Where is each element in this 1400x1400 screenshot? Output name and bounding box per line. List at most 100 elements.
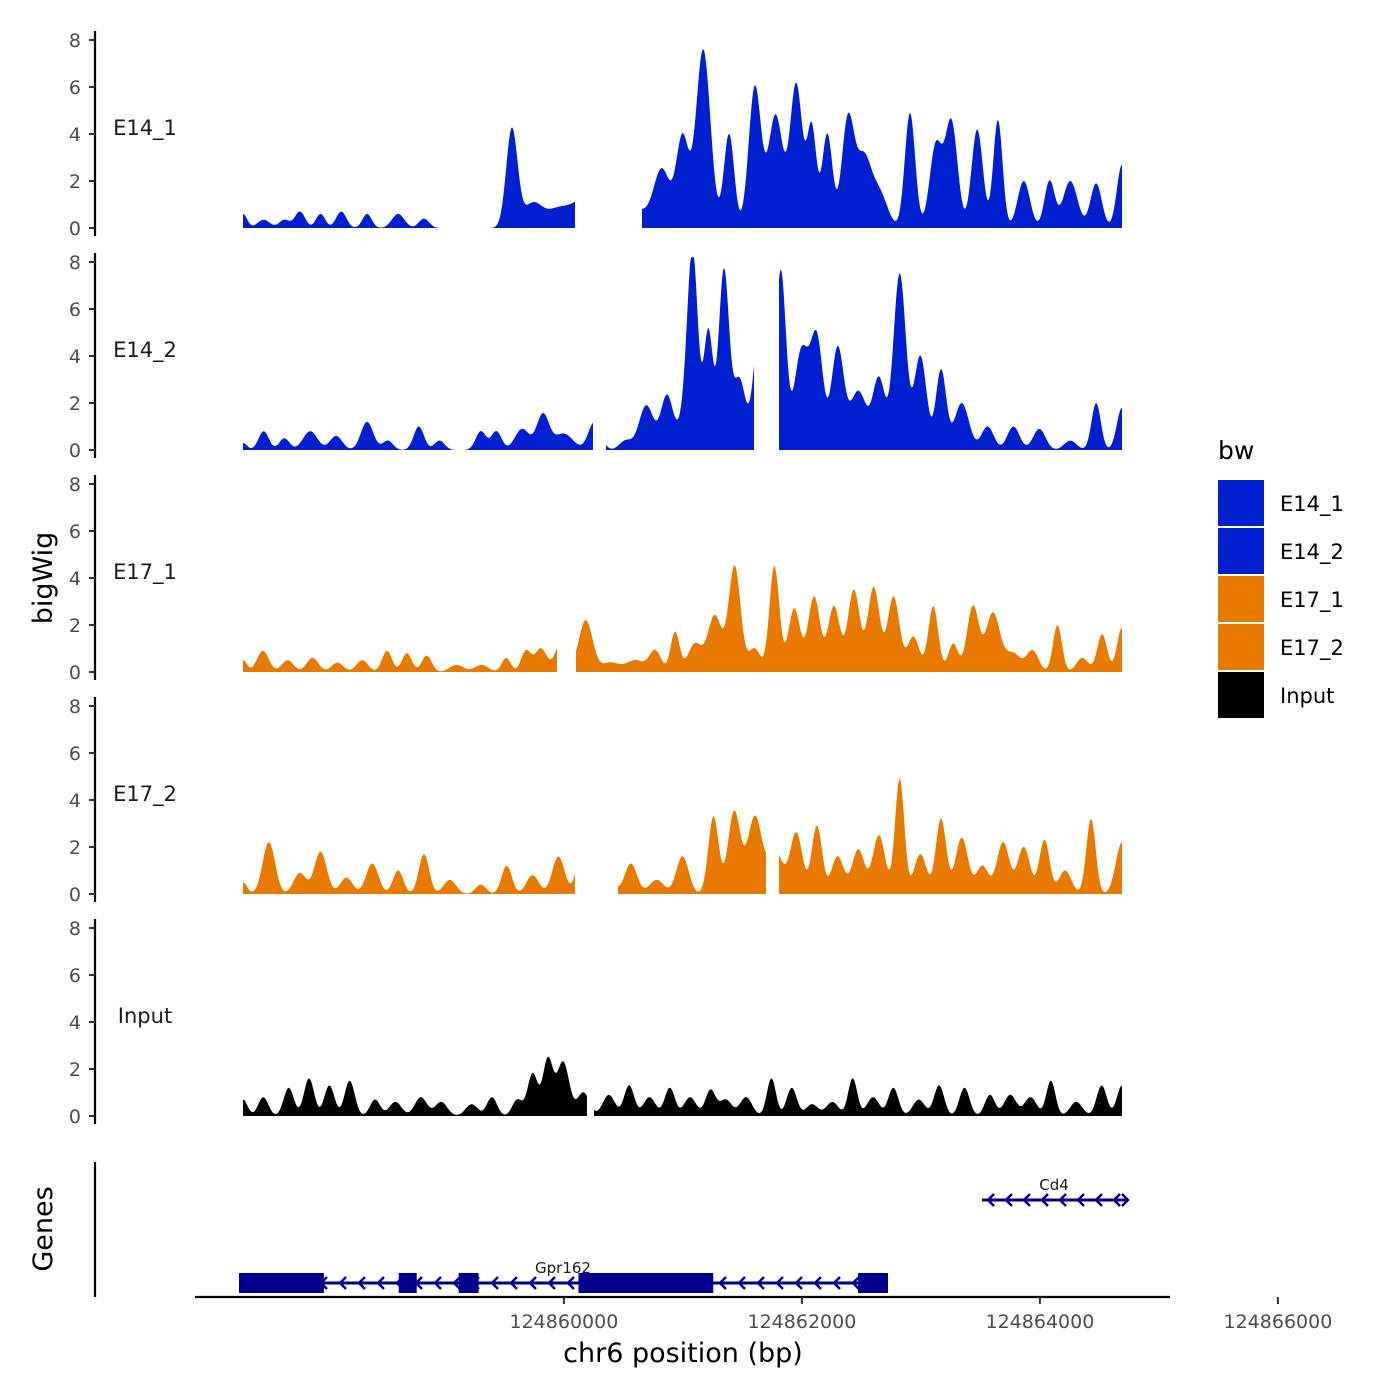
signal-area-e17-2 <box>779 778 1122 894</box>
y-tick-label: 4 <box>69 346 81 368</box>
strand-arrow <box>737 1276 746 1290</box>
signal-area-input <box>243 1056 587 1116</box>
strand-arrow <box>357 1276 366 1290</box>
signal-area-e17-2 <box>243 842 575 894</box>
y-tick-label: 8 <box>69 30 81 52</box>
signal-area-e17-2 <box>618 810 766 894</box>
strand-arrow <box>490 1276 499 1290</box>
signal-area-e14-2 <box>243 413 593 450</box>
strand-arrow <box>1004 1193 1013 1207</box>
y-tick-label: 8 <box>69 252 81 274</box>
y-tick-label: 6 <box>69 521 81 543</box>
track-label-e14-2: E14_2 <box>113 338 177 363</box>
strand-arrow <box>813 1276 822 1290</box>
x-tick-label: 124864000 <box>986 1311 1095 1333</box>
legend-label-e14-2: E14_2 <box>1280 540 1344 565</box>
strand-arrow <box>1121 1193 1130 1207</box>
gene-gpr162: Gpr162 <box>239 1259 888 1293</box>
strand-arrow <box>376 1276 385 1290</box>
y-tick-label: 4 <box>69 568 81 590</box>
legend-swatch-input <box>1218 672 1264 718</box>
gene-label-cd4: Cd4 <box>1039 1176 1069 1194</box>
strand-arrow <box>1094 1193 1103 1207</box>
y-tick-label: 6 <box>69 965 81 987</box>
strand-arrow <box>1076 1193 1085 1207</box>
y-tick-label: 8 <box>69 696 81 718</box>
exon <box>239 1273 324 1293</box>
y-tick-label: 4 <box>69 1012 81 1034</box>
x-axis: 124860000 124862000 124864000 124866000 <box>195 1295 1333 1333</box>
legend-label-e14-1: E14_1 <box>1280 492 1344 517</box>
signal-area-e14-2 <box>779 269 1122 450</box>
exon <box>578 1273 714 1293</box>
x-tick-label: 124860000 <box>510 1311 619 1333</box>
track-e14-2: 0 2 4 6 8 E14_2 <box>69 252 1122 462</box>
strand-arrow <box>528 1276 537 1290</box>
track-e14-1: 0 2 4 6 8 E14_1 <box>69 30 1122 240</box>
strand-arrow <box>1058 1193 1067 1207</box>
signal-area-e17-1 <box>243 648 557 672</box>
gene-label-gpr162: Gpr162 <box>535 1259 591 1277</box>
track-label-e14-1: E14_1 <box>113 116 177 141</box>
strand-arrow <box>566 1276 575 1290</box>
strand-arrow <box>756 1276 765 1290</box>
y-tick-label: 2 <box>69 615 81 637</box>
y-axis-title: bigWig <box>28 532 59 625</box>
gene-annotation-panel: Cd4 Gpr162 <box>93 1162 1130 1297</box>
strand-arrow <box>338 1276 347 1290</box>
strand-arrow <box>1022 1193 1031 1207</box>
y-tick-label: 8 <box>69 474 81 496</box>
exon <box>398 1273 417 1293</box>
strand-arrow <box>452 1276 461 1290</box>
y-tick-label: 0 <box>69 884 81 906</box>
signal-area-e14-1 <box>243 127 575 228</box>
strand-arrow <box>832 1276 841 1290</box>
y-tick-label: 6 <box>69 77 81 99</box>
x-tick-label: 124866000 <box>1224 1311 1333 1333</box>
legend-label-input: Input <box>1280 684 1334 708</box>
y-tick-label: 4 <box>69 124 81 146</box>
y-tick-label: 0 <box>69 218 81 240</box>
legend-swatch-e14-1 <box>1218 480 1264 526</box>
strand-arrow <box>1040 1193 1049 1207</box>
strand-arrow <box>794 1276 803 1290</box>
y-tick-label: 0 <box>69 662 81 684</box>
genes-panel-title: Genes <box>28 1186 59 1271</box>
signal-area-e17-1 <box>576 565 1122 672</box>
bigwig-tracks: 0 2 4 6 8 E14_1 0 2 4 6 8 E14_2 0 2 4 6 8 E17_1 0 2 4 6 8 E17_2… <box>69 30 1122 1128</box>
signal-area-input <box>594 1078 1122 1116</box>
strand-arrow <box>1112 1193 1121 1207</box>
legend-title: bw <box>1218 436 1254 465</box>
track-label-e17-2: E17_2 <box>113 782 177 807</box>
strand-arrow <box>986 1193 995 1207</box>
legend-swatch-e14-2 <box>1218 528 1264 574</box>
x-axis-title: chr6 position (bp) <box>563 1338 803 1369</box>
strand-arrow <box>718 1276 727 1290</box>
track-e17-2: 0 2 4 6 8 E17_2 <box>69 696 1122 906</box>
exon <box>858 1273 888 1293</box>
y-tick-label: 6 <box>69 743 81 765</box>
exon <box>458 1273 479 1293</box>
strand-arrow <box>775 1276 784 1290</box>
y-tick-label: 4 <box>69 790 81 812</box>
legend: bw E14_1 E14_2 E17_1 E17_2 Input <box>1218 436 1344 718</box>
y-tick-label: 0 <box>69 440 81 462</box>
signal-area-e14-2 <box>606 257 754 450</box>
strand-arrow <box>547 1276 556 1290</box>
track-label-input: Input <box>118 1004 172 1028</box>
track-input: 0 2 4 6 8 Input <box>69 918 1122 1128</box>
y-tick-label: 0 <box>69 1106 81 1128</box>
y-tick-label: 2 <box>69 837 81 859</box>
legend-label-e17-2: E17_2 <box>1280 636 1344 661</box>
y-tick-label: 2 <box>69 171 81 193</box>
legend-swatch-e17-2 <box>1218 624 1264 670</box>
legend-swatch-e17-1 <box>1218 576 1264 622</box>
strand-arrow <box>433 1276 442 1290</box>
gene-cd4: Cd4 <box>982 1176 1130 1207</box>
x-tick-label: 124862000 <box>748 1311 857 1333</box>
track-label-e17-1: E17_1 <box>113 560 177 585</box>
legend-label-e17-1: E17_1 <box>1280 588 1344 613</box>
track-e17-1: 0 2 4 6 8 E17_1 <box>69 474 1122 684</box>
signal-area-e14-1 <box>642 49 1122 228</box>
